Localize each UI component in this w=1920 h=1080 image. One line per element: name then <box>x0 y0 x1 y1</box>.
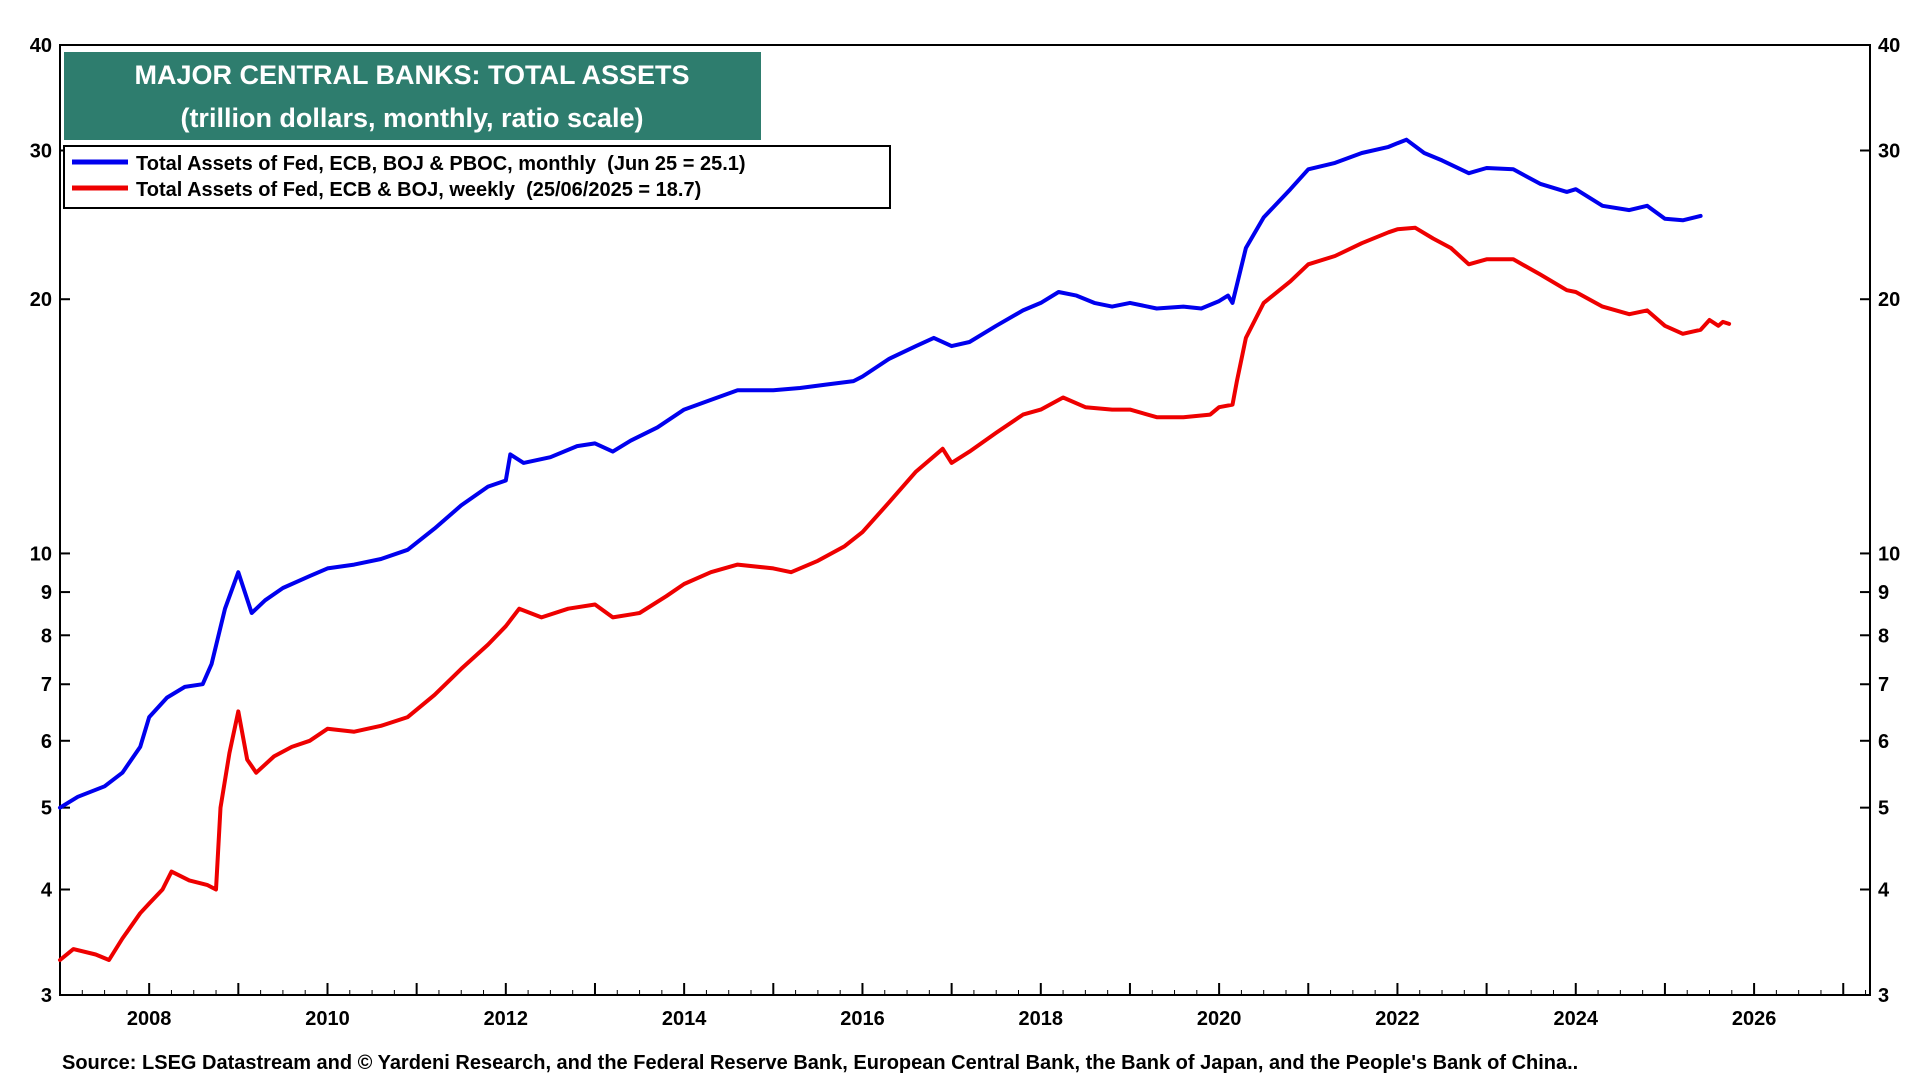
y-tick-label-left: 10 <box>30 543 52 565</box>
x-tick-label: 2012 <box>484 1008 529 1030</box>
y-tick-label-left: 30 <box>30 141 52 163</box>
x-tick-label: 2008 <box>127 1008 172 1030</box>
y-tick-label-right: 9 <box>1878 582 1889 604</box>
y-tick-label-right: 3 <box>1878 985 1889 1007</box>
x-tick-label: 2022 <box>1375 1008 1420 1030</box>
title-box: MAJOR CENTRAL BANKS: TOTAL ASSETS (trill… <box>64 52 761 140</box>
series-line-1 <box>58 137 1703 810</box>
chart-subtitle: (trillion dollars, monthly, ratio scale) <box>180 103 643 133</box>
y-tick-label-left: 4 <box>41 879 53 901</box>
legend-label-series-1: Total Assets of Fed, ECB, BOJ & PBOC, mo… <box>136 153 746 175</box>
y-tick-label-right: 4 <box>1878 879 1890 901</box>
source-note: Source: LSEG Datastream and © Yardeni Re… <box>62 1052 1578 1074</box>
y-tick-label-right: 7 <box>1878 674 1889 696</box>
series-layer <box>58 137 1732 962</box>
plot-frame <box>59 44 1871 996</box>
legend: Total Assets of Fed, ECB, BOJ & PBOC, mo… <box>63 145 891 209</box>
y-tick-label-left: 40 <box>30 35 52 57</box>
x-tick-label: 2010 <box>305 1008 350 1030</box>
x-tick-label: 2020 <box>1197 1008 1242 1030</box>
y-tick-label-right: 20 <box>1878 289 1900 311</box>
y-tick-label-right: 5 <box>1878 798 1889 820</box>
y-tick-label-left: 7 <box>41 674 52 696</box>
x-axis: 2008 2010 2012 2014 2016 2018 2020 2022 2024 2026 <box>59 983 1867 1030</box>
y-axis-right: 3 4 5 6 7 8 9 10 20 30 40 <box>1860 35 1900 1007</box>
legend-box <box>63 145 891 209</box>
x-tick-label: 2026 <box>1732 1008 1777 1030</box>
series-line-2 <box>58 225 1732 962</box>
y-tick-label-right: 6 <box>1878 731 1889 753</box>
x-tick-label: 2016 <box>840 1008 885 1030</box>
y-tick-label-right: 40 <box>1878 35 1900 57</box>
title-background <box>64 52 761 140</box>
y-tick-label-left: 5 <box>41 798 52 820</box>
y-tick-label-left: 3 <box>41 985 52 1007</box>
y-tick-label-left: 6 <box>41 731 52 753</box>
y-tick-label-left: 20 <box>30 289 52 311</box>
x-tick-label: 2014 <box>662 1008 707 1030</box>
legend-label-series-2: Total Assets of Fed, ECB & BOJ, weekly (… <box>136 179 701 201</box>
y-axis-left: 3 4 5 6 7 8 9 10 20 30 40 <box>30 35 70 1007</box>
y-tick-label-left: 9 <box>41 582 52 604</box>
x-tick-label: 2024 <box>1554 1008 1599 1030</box>
x-tick-label: 2018 <box>1019 1008 1064 1030</box>
chart-title: MAJOR CENTRAL BANKS: TOTAL ASSETS <box>134 60 689 90</box>
y-tick-label-right: 8 <box>1878 625 1889 647</box>
y-tick-label-left: 8 <box>41 625 52 647</box>
y-tick-label-right: 30 <box>1878 141 1900 163</box>
y-tick-label-right: 10 <box>1878 543 1900 565</box>
